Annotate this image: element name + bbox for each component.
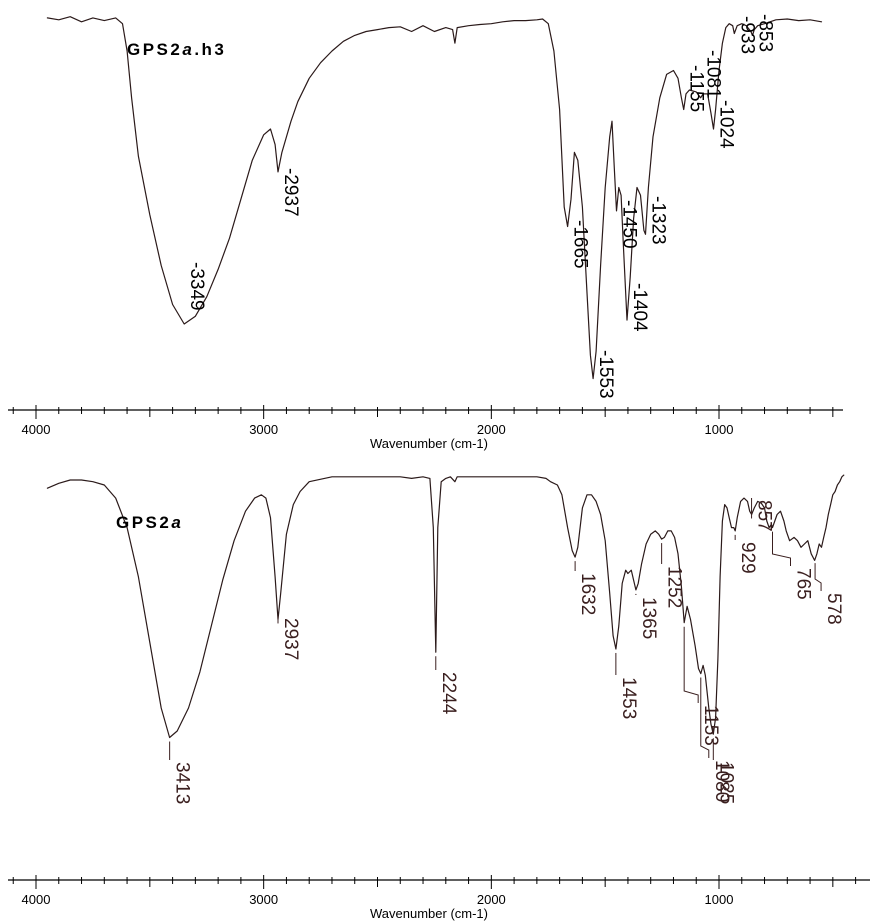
panel-bottom: 4000 3000 2000 1000 Wavenumber (cm-1) GPS2a 34… [8,474,870,921]
x-tick-label: 2000 [477,422,506,437]
peak-label: 1153 [700,705,721,746]
peak-label: -2937 [280,168,301,217]
chart-title-part: GPS2 [116,513,171,532]
x-tick-label: 2000 [477,892,506,907]
peak-annotation: -3349 [186,262,207,311]
peak-label: 2244 [438,672,459,715]
x-axis-title: Wavenumber (cm-1) [370,436,488,451]
peak-label: 1453 [618,677,639,719]
chart-title: GPS2a [116,513,183,532]
peak-annotation: 1252 [661,543,685,608]
x-tick-label: 1000 [705,892,734,907]
x-tick-label: 4000 [22,422,51,437]
peak-annotation: 578 [814,563,844,625]
peak-label: -1024 [716,100,737,149]
peak-label: 929 [737,542,758,574]
panel-top: 4000 3000 2000 1000 Wavenumber (cm-1) GPS2a.h… [8,14,843,451]
peak-label: -1323 [647,196,668,245]
peak-label: -1665 [570,220,591,269]
peak-annotation: 1025 [712,738,736,804]
x-tick-label: 1000 [705,422,734,437]
peak-label: -1155 [686,65,707,112]
peak-label: 1632 [577,573,598,615]
peak-label: -1404 [629,283,650,332]
peak-annotation: 1153 [683,626,721,746]
peak-label: 1080 [711,760,732,802]
peak-annotation: 2937 [277,616,301,660]
chart-title-part: a [171,513,183,532]
peak-annotation: -1081 [703,50,724,99]
peak-label: -1553 [595,350,616,399]
chart-title: GPS2a.h3 [127,40,226,59]
peak-leader-line [814,563,822,591]
peak-annotation: -1665 [570,220,591,269]
peak-annotation: 1365 [635,593,659,639]
peak-label: -3349 [186,262,207,311]
peak-label: 1252 [664,566,685,608]
x-tick-label: 3000 [249,422,278,437]
spectrum-line [46,474,845,739]
peak-annotation: 765 [772,531,814,600]
x-tick-label: 4000 [22,892,51,907]
peak-label: -1081 [703,50,724,99]
peak-annotation: -1404 [629,283,650,332]
chart-title-part: a [182,40,194,59]
peak-annotation: 2244 [435,656,459,715]
peak-annotation: 1080 [700,677,732,802]
peak-label: 3413 [172,762,193,804]
peak-annotation: 1453 [615,652,639,719]
peak-annotation: -933 [736,16,757,54]
peak-annotation: -1553 [595,350,616,399]
peak-annotation: 1632 [574,561,598,615]
peak-label: -933 [736,16,757,54]
peak-annotation: -1323 [647,196,668,245]
peak-label: 578 [823,593,844,625]
peak-label: -1450 [619,200,640,249]
peak-label: 1365 [638,597,659,639]
peak-label: 857 [754,500,775,532]
peak-annotation: 3413 [169,741,193,804]
chart-title-part: GPS2 [127,40,182,59]
peak-annotation: -1155 [686,65,707,112]
peak-annotation: 929 [734,534,758,574]
chart-title-part: .h3 [194,40,226,59]
peak-annotation: 857 [751,498,775,532]
x-axis-title: Wavenumber (cm-1) [370,906,488,921]
peak-leader-line [683,626,699,703]
peak-annotation: -2937 [280,168,301,217]
peak-label: 1025 [715,762,736,804]
x-tick-label: 3000 [249,892,278,907]
peak-annotation: -1024 [716,100,737,149]
peak-label: 765 [793,568,814,600]
spectrum-line [46,16,823,380]
peak-label: -853 [754,14,775,52]
peak-label: 2937 [280,618,301,660]
peak-annotation: -1450 [619,200,640,249]
peak-leader-line [772,531,792,566]
peak-annotation: -853 [754,14,775,52]
peak-leader-line [700,677,710,758]
